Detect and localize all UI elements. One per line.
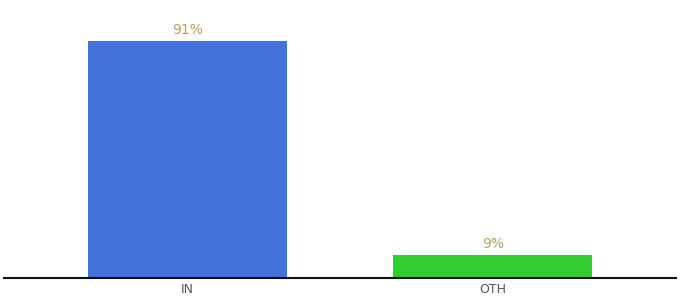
Bar bbox=[394, 254, 592, 278]
Bar bbox=[88, 41, 286, 278]
Text: 9%: 9% bbox=[481, 237, 504, 250]
Text: 91%: 91% bbox=[172, 23, 203, 37]
